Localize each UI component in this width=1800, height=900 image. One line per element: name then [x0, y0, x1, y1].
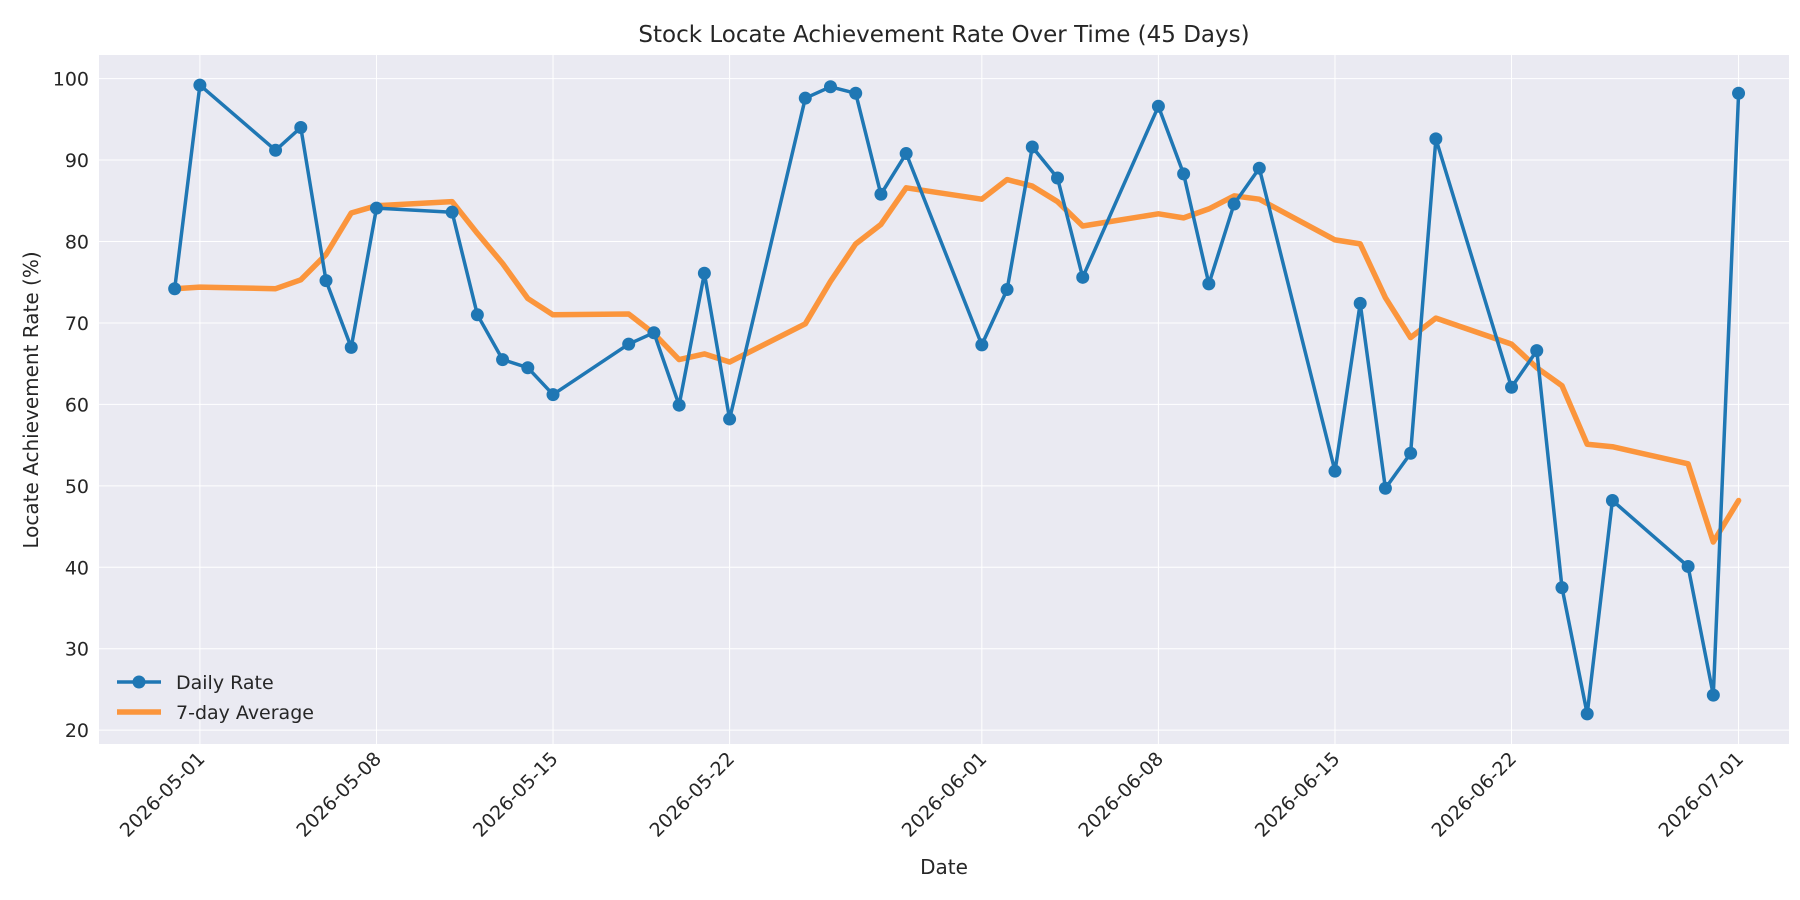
- y-tick-label: 80: [65, 232, 89, 254]
- data-point-daily-rate: [899, 147, 913, 161]
- y-tick-label: 40: [65, 557, 89, 579]
- x-tick-label: 2026-05-15: [469, 748, 563, 842]
- data-point-daily-rate: [1025, 140, 1039, 154]
- data-point-daily-rate: [168, 282, 182, 296]
- x-tick-label: 2026-07-01: [1654, 748, 1748, 842]
- x-axis: 2026-05-01 2026-05-08 2026-05-15 2026-05-22…: [116, 748, 1748, 842]
- data-point-daily-rate: [269, 143, 283, 157]
- grid: [99, 55, 1789, 744]
- y-tick-label: 90: [65, 150, 89, 172]
- data-point-daily-rate: [193, 78, 207, 92]
- data-point-daily-rate: [1328, 464, 1342, 478]
- data-point-daily-rate: [1252, 161, 1266, 175]
- data-point-daily-rate: [1732, 86, 1746, 100]
- data-point-daily-rate: [1202, 277, 1216, 291]
- data-point-daily-rate: [1404, 446, 1418, 460]
- x-tick-label: 2026-05-08: [292, 748, 386, 842]
- x-tick-label: 2026-05-22: [645, 748, 739, 842]
- y-tick-label: 50: [65, 476, 89, 498]
- y-axis: 20 30 40 50 60 70 80 90 100: [53, 69, 89, 743]
- series-layer: [168, 78, 1746, 721]
- y-axis-title: Locate Achievement Rate (%): [19, 251, 43, 548]
- data-point-daily-rate: [470, 308, 484, 322]
- data-point-daily-rate: [647, 326, 661, 340]
- data-point-daily-rate: [672, 398, 686, 412]
- data-point-daily-rate: [798, 91, 812, 105]
- data-point-daily-rate: [1505, 380, 1519, 394]
- data-point-daily-rate: [1555, 581, 1569, 595]
- data-point-daily-rate: [1530, 344, 1544, 358]
- data-point-daily-rate: [823, 80, 837, 94]
- data-point-daily-rate: [622, 337, 636, 351]
- chart-title: Stock Locate Achievement Rate Over Time …: [638, 22, 1249, 48]
- data-point-daily-rate: [1227, 197, 1241, 211]
- legend: Daily Rate 7-day Average: [117, 672, 314, 724]
- data-point-daily-rate: [1177, 167, 1191, 181]
- y-tick-label: 60: [65, 394, 89, 416]
- legend-marker-daily-rate: [132, 675, 146, 689]
- plot-area: [99, 55, 1789, 744]
- data-point-daily-rate: [546, 388, 560, 402]
- data-point-daily-rate: [496, 353, 510, 367]
- data-point-daily-rate: [344, 340, 358, 354]
- data-point-daily-rate: [697, 266, 711, 280]
- data-point-daily-rate: [1681, 559, 1695, 573]
- x-tick-label: 2026-06-08: [1074, 748, 1168, 842]
- x-axis-title: Date: [920, 855, 968, 879]
- x-tick-label: 2026-06-22: [1427, 748, 1521, 842]
- data-point-daily-rate: [1353, 296, 1367, 310]
- data-point-daily-rate: [1000, 283, 1014, 297]
- data-point-daily-rate: [294, 120, 308, 134]
- data-point-daily-rate: [1151, 99, 1165, 113]
- legend-label-daily-rate: Daily Rate: [176, 672, 274, 694]
- x-tick-label: 2026-05-01: [116, 748, 210, 842]
- y-tick-label: 20: [65, 720, 89, 742]
- data-point-daily-rate: [1605, 493, 1619, 507]
- data-point-daily-rate: [1429, 132, 1443, 146]
- data-point-daily-rate: [723, 412, 737, 426]
- series-line-7-day-average: [171, 176, 1742, 545]
- legend-label-7-day-average: 7-day Average: [176, 702, 314, 724]
- data-point-daily-rate: [445, 205, 459, 219]
- data-point-daily-rate: [874, 187, 888, 201]
- data-point-daily-rate: [1706, 688, 1720, 702]
- data-point-daily-rate: [975, 338, 989, 352]
- data-point-daily-rate: [1051, 171, 1065, 185]
- data-point-daily-rate: [521, 361, 535, 375]
- x-tick-label: 2026-06-01: [898, 748, 992, 842]
- data-point-daily-rate: [1580, 707, 1594, 721]
- data-point-daily-rate: [319, 274, 333, 288]
- data-point-daily-rate: [1378, 481, 1392, 495]
- y-tick-label: 70: [65, 313, 89, 335]
- data-point-daily-rate: [369, 201, 383, 215]
- data-point-daily-rate: [849, 86, 863, 100]
- x-tick-label: 2026-06-15: [1251, 748, 1345, 842]
- data-point-daily-rate: [1076, 270, 1090, 284]
- y-tick-label: 100: [53, 69, 89, 91]
- y-tick-label: 30: [65, 639, 89, 661]
